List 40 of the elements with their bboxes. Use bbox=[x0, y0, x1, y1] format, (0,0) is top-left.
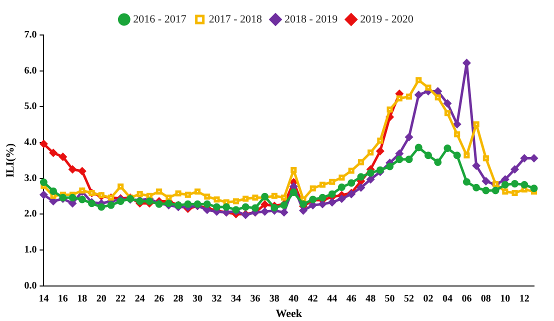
x-axis-title: Week bbox=[276, 308, 303, 320]
y-tick-label: 3.0 bbox=[24, 172, 37, 184]
y-tick-label: 0.0 bbox=[24, 280, 37, 292]
x-tick-label: 12 bbox=[519, 293, 530, 304]
x-tick-label: 22 bbox=[116, 293, 126, 304]
x-tick-label: 28 bbox=[173, 293, 184, 304]
x-tick-label: 44 bbox=[327, 293, 338, 304]
y-tick-label: 5.0 bbox=[24, 101, 37, 112]
legend-label: 2019 - 2020 bbox=[360, 13, 414, 26]
legend-label: 2018 - 2019 bbox=[284, 13, 338, 26]
y-tick-label: 7.0 bbox=[24, 30, 37, 41]
x-tick-label: 46 bbox=[346, 293, 356, 304]
x-tick-label: 38 bbox=[269, 293, 280, 304]
y-tick-label: 1.0 bbox=[24, 244, 37, 256]
x-tick-label: 06 bbox=[462, 293, 472, 304]
x-tick-label: 36 bbox=[250, 293, 260, 304]
x-tick-label: 08 bbox=[480, 293, 491, 304]
y-tick-label: 6.0 bbox=[24, 65, 37, 76]
x-tick-label: 16 bbox=[58, 293, 68, 304]
x-tick-label: 04 bbox=[442, 293, 452, 304]
x-tick-label: 42 bbox=[308, 293, 318, 304]
y-tick-label: 2.0 bbox=[24, 208, 37, 220]
x-tick-label: 52 bbox=[404, 293, 414, 304]
x-tick-label: 14 bbox=[38, 293, 49, 304]
x-tick-label: 24 bbox=[134, 293, 145, 304]
legend-label: 2016 - 2017 bbox=[133, 13, 187, 26]
y-axis-title: ILI(%) bbox=[4, 142, 16, 178]
x-tick-label: 18 bbox=[77, 293, 88, 304]
x-tick-label: 02 bbox=[423, 293, 434, 304]
x-tick-label: 30 bbox=[192, 293, 203, 304]
x-tick-label: 34 bbox=[230, 293, 241, 304]
x-tick-label: 40 bbox=[288, 293, 299, 304]
y-tick-label: 4.0 bbox=[24, 137, 37, 148]
x-tick-label: 10 bbox=[500, 293, 510, 304]
x-tick-label: 26 bbox=[154, 293, 164, 304]
x-tick-label: 20 bbox=[96, 293, 106, 304]
x-tick-label: 32 bbox=[212, 293, 222, 304]
legend-label: 2017 - 2018 bbox=[208, 13, 262, 26]
x-tick-label: 48 bbox=[366, 293, 376, 304]
x-tick-label: 50 bbox=[384, 293, 395, 304]
